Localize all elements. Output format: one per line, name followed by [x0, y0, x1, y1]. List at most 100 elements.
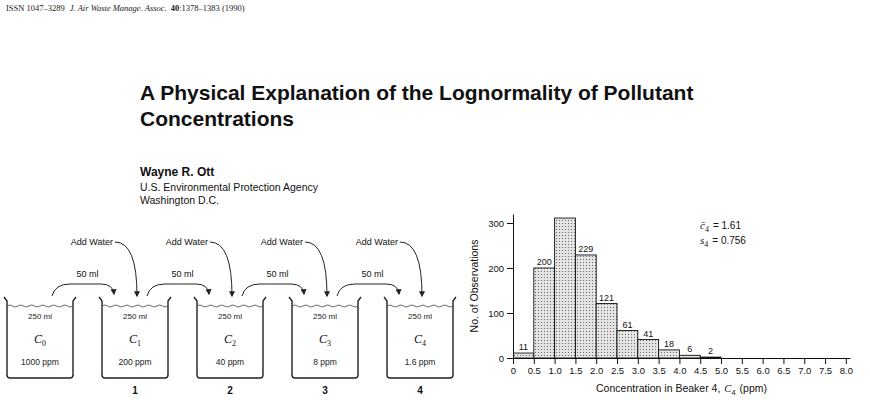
transfer-label: 50 ml — [361, 269, 383, 279]
data-label: 2 — [708, 346, 713, 356]
transfer-arrow — [242, 284, 304, 296]
tick: 300 — [488, 218, 513, 229]
annotation: s4= 0.756 — [700, 234, 746, 249]
y-axis-title: No. of Observations — [468, 240, 480, 333]
tick: 4.5 — [694, 358, 707, 376]
beaker-outline — [99, 297, 171, 378]
water-surface — [7, 305, 73, 307]
subscript: 1 — [137, 339, 141, 348]
water-surface — [387, 305, 453, 307]
tick-label: 4.0 — [673, 365, 686, 376]
tick: 2.5 — [611, 358, 624, 376]
tick: 5.5 — [736, 358, 749, 376]
tick-mark — [804, 358, 805, 364]
journal: J. Air Waste Manage. Assoc. — [70, 3, 167, 13]
yticks-axis: 0100200300 — [488, 215, 513, 364]
histogram-bar — [638, 340, 659, 358]
transfer-arrow — [337, 284, 399, 296]
tick-label: 2.5 — [611, 365, 624, 376]
beaker-outline — [384, 297, 456, 378]
tick-label: 8.0 — [840, 365, 853, 376]
tick-label: 5.5 — [736, 365, 749, 376]
beaker-volume: 250 ml — [408, 312, 432, 321]
annotation: c̄4= 1.61 — [700, 219, 741, 234]
tick-label: 4.5 — [694, 365, 707, 376]
tick-mark — [507, 268, 513, 269]
tick: 0 — [511, 358, 516, 376]
histogram-bar — [617, 331, 638, 358]
issn: ISSN 1047–3289 — [6, 3, 65, 13]
tick-mark — [846, 358, 847, 364]
author-affiliation: Washington D.C. — [140, 194, 219, 206]
tick-mark — [507, 313, 513, 314]
tick-mark — [596, 358, 597, 364]
beaker: 250 mlC1200 ppm1 — [99, 297, 171, 396]
beaker-volume: 250 ml — [313, 312, 337, 321]
tick: 5.0 — [715, 358, 728, 376]
tick-label: 300 — [488, 218, 504, 229]
tick-mark — [575, 358, 576, 364]
subscript: 2 — [232, 339, 236, 348]
x-title-text: Concentration in Beaker 4, — [596, 382, 720, 394]
paper-title: Concentrations — [140, 107, 294, 130]
beaker: 250 mlC01000 ppm — [4, 297, 76, 378]
transfer-label: 50 ml — [171, 269, 193, 279]
journal-header: ISSN 1047–3289 J. Air Waste Manage. Assoc… — [6, 3, 245, 13]
subscript: 3 — [327, 339, 331, 348]
annotation-subscript: 4 — [704, 240, 708, 249]
tick-label: 7.0 — [798, 365, 811, 376]
beaker-concentration: 40 ppm — [216, 357, 244, 367]
beaker-symbol: C2 — [224, 332, 236, 348]
data-label: 121 — [599, 293, 614, 303]
beaker-volume: 250 ml — [28, 312, 52, 321]
tick-mark — [617, 358, 618, 364]
water-surface — [292, 305, 358, 307]
bars — [513, 218, 721, 358]
tick: 7.5 — [819, 358, 832, 376]
data-label: 11 — [519, 342, 528, 352]
x-title-subscript: 4 — [731, 388, 735, 397]
beaker-diagram: 250 mlC01000 ppm250 mlC1200 ppm1Add Wate… — [4, 237, 456, 396]
data-label: 229 — [578, 244, 593, 254]
tick-label: 0.5 — [528, 365, 541, 376]
tick: 0.5 — [528, 358, 541, 376]
tick: 3.0 — [632, 358, 645, 376]
tick: 2.0 — [590, 358, 603, 376]
beaker-symbol: C3 — [319, 332, 331, 348]
tick: 0 — [499, 353, 513, 364]
beaker-number: 1 — [132, 385, 138, 396]
paper-title: A Physical Explanation of the Lognormali… — [140, 81, 693, 104]
transfer-label: 50 ml — [266, 269, 288, 279]
water-surface — [197, 305, 263, 307]
data-label: 61 — [622, 320, 632, 330]
beaker-concentration: 8 ppm — [313, 357, 337, 367]
tick-label: 5.0 — [715, 365, 728, 376]
beaker: 250 ml C3 8 ppm 3 — [289, 297, 361, 396]
data-label: 6 — [687, 344, 692, 354]
histogram-bar — [534, 268, 555, 358]
histogram-bar — [596, 304, 617, 358]
transfer-arrow — [147, 284, 209, 296]
beaker-symbol: C1 — [129, 332, 141, 348]
histogram-bar — [575, 255, 596, 358]
histogram-bar — [700, 357, 721, 358]
data-label: 18 — [664, 339, 674, 349]
annotation-text: = 1.61 — [713, 220, 742, 231]
volume: 40 — [171, 3, 180, 13]
tick-mark — [513, 358, 514, 364]
tick-label: 3.5 — [653, 365, 666, 376]
add-water-arrow — [305, 242, 327, 296]
beaker-symbol: C0 — [34, 332, 46, 348]
tick-mark — [721, 358, 722, 364]
beaker-symbol: C4 — [414, 332, 426, 348]
annotation-text: = 0.756 — [712, 235, 746, 246]
data-label: 200 — [537, 257, 552, 267]
tick-mark — [763, 358, 764, 364]
tick-label: 200 — [488, 263, 504, 274]
beaker-concentration: 200 ppm — [118, 357, 151, 367]
annotations: c̄4= 1.61s4= 0.756 — [700, 219, 746, 249]
add-water-label: Add Water — [166, 237, 208, 247]
tick-mark — [659, 358, 660, 364]
histogram-bar — [513, 353, 534, 358]
tick-label: 2.0 — [590, 365, 603, 376]
